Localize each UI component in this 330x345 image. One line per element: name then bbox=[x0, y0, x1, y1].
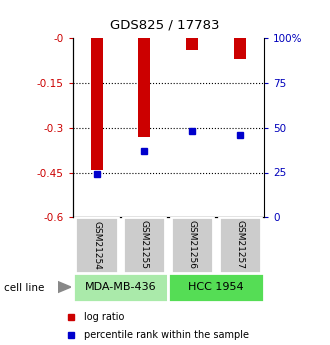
Text: GSM21257: GSM21257 bbox=[236, 220, 245, 269]
Bar bbox=[123, 217, 165, 273]
Text: GDS825 / 17783: GDS825 / 17783 bbox=[110, 19, 220, 32]
Bar bbox=[171, 217, 213, 273]
Text: MDA-MB-436: MDA-MB-436 bbox=[84, 282, 156, 292]
Bar bbox=[138, 38, 150, 137]
Text: percentile rank within the sample: percentile rank within the sample bbox=[84, 330, 249, 340]
Bar bbox=[186, 38, 198, 50]
Text: GSM21254: GSM21254 bbox=[92, 220, 101, 269]
Bar bbox=[73, 273, 168, 302]
Text: GSM21255: GSM21255 bbox=[140, 220, 149, 269]
Polygon shape bbox=[58, 282, 71, 293]
Text: GSM21256: GSM21256 bbox=[188, 220, 197, 269]
Text: cell line: cell line bbox=[4, 283, 45, 293]
Text: HCC 1954: HCC 1954 bbox=[188, 282, 244, 292]
Bar bbox=[219, 217, 261, 273]
Text: log ratio: log ratio bbox=[84, 312, 124, 322]
Bar bbox=[234, 38, 246, 59]
Bar bbox=[168, 273, 264, 302]
Bar bbox=[90, 38, 103, 169]
Bar bbox=[76, 217, 117, 273]
